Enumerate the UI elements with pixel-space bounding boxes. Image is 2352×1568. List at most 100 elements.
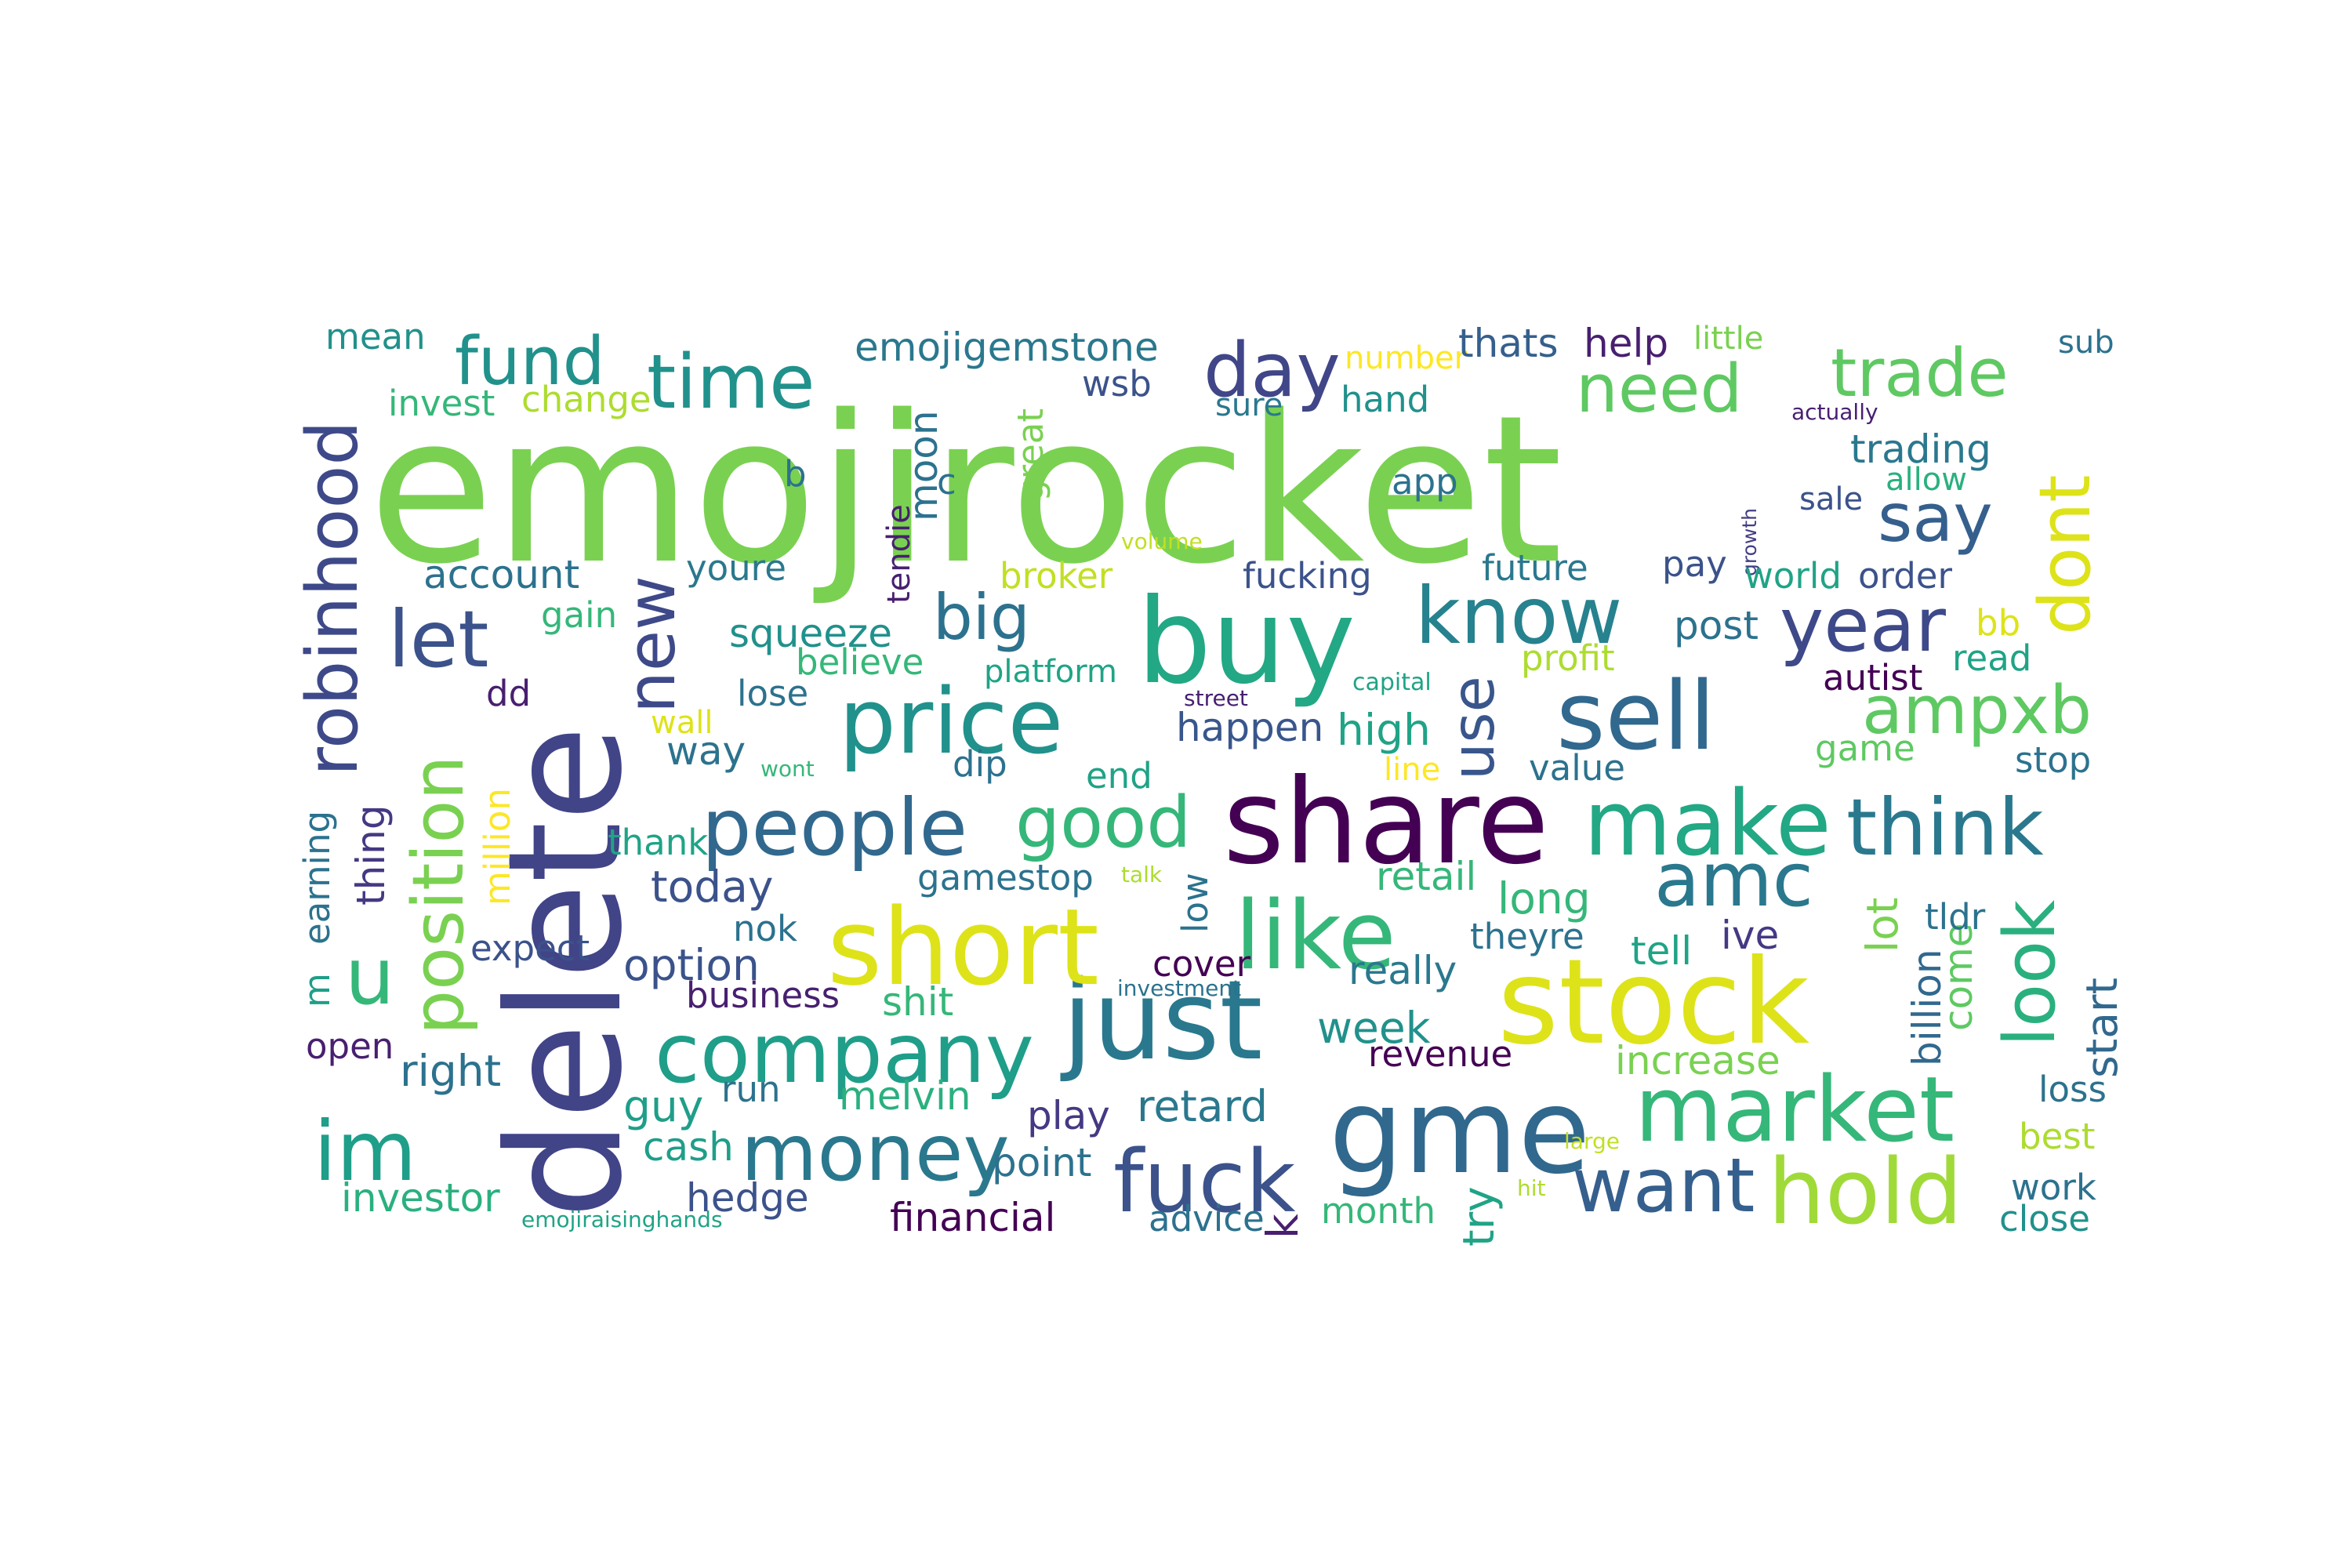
word-new: new [613,575,691,713]
word-b: b [784,453,807,495]
word-look: look [1989,900,2071,1047]
word-way: way [666,728,746,774]
word-line: line [1384,752,1440,788]
word-tldr: tldr [1925,896,1986,938]
word-autist: autist [1823,657,1922,699]
word-bb: bb [1976,602,2020,644]
word-game: game [1815,728,1915,769]
word-short: short [827,886,1099,1009]
word-end: end [1086,755,1152,797]
word-advice: advice [1149,1198,1265,1240]
word-just: just [1060,957,1262,1085]
word-melvin: melvin [839,1073,971,1119]
word-like: like [1235,882,1396,991]
word-shit: shit [882,979,953,1025]
word-c: c [937,461,956,503]
word-gain: gain [541,594,617,636]
word-work: work [2011,1167,2096,1208]
word-people: people [702,782,967,873]
word-business: business [686,975,840,1016]
word-week: week [1317,1003,1431,1053]
word-wont: wont [760,756,815,782]
word-today: today [651,862,773,912]
word-nok: nok [733,908,797,949]
word-tell: tell [1631,928,1692,974]
word-growth: growth [1738,508,1761,576]
word-say: say [1878,480,1993,557]
word-think: think [1846,782,2044,873]
word-financial: financial [890,1195,1055,1240]
word-dd: dd [486,673,531,714]
word-believe: believe [796,641,924,683]
word-emojirocket: emojirocket [368,372,1563,609]
word-im: im [314,1104,416,1200]
word-youre: youre [686,547,786,589]
word-market: market [1635,1058,1955,1163]
word-make: make [1584,771,1831,877]
word-try: try [1454,1186,1504,1247]
word-wsb: wsb [1082,363,1152,405]
word-money: money [741,1107,1010,1199]
word-expect: expect [470,927,590,969]
word-investment: investment [1117,975,1241,1001]
word-account: account [423,552,579,597]
word-gamestop: gamestop [917,857,1094,898]
word-close: close [1999,1198,2090,1240]
word-position: position [397,756,480,1035]
word-gme: gme [1329,1064,1591,1200]
word-want: want [1572,1143,1755,1229]
word-number: number [1345,340,1468,376]
word-option: option [623,940,760,990]
word-need: need [1576,350,1742,428]
word-increase: increase [1615,1038,1780,1083]
word-theyre: theyre [1470,916,1584,957]
word-earning: earning [296,811,338,945]
word-hedge: hedge [686,1175,809,1221]
word-thank: thank [608,822,708,863]
word-billion: billion [1904,949,1950,1066]
word-emojiraisinghands: emojiraisinghands [521,1207,723,1232]
word-start: start [2077,978,2127,1078]
word-play: play [1027,1093,1110,1138]
word-hand: hand [1341,379,1429,420]
word-dont: dont [2024,474,2107,635]
word-cover: cover [1152,943,1251,985]
word-order: order [1858,555,1952,597]
word-high: high [1337,705,1431,755]
word-street: street [1184,685,1248,711]
word-good: good [1015,782,1191,864]
word-u: u [345,931,394,1022]
word-know: know [1415,570,1622,662]
word-buy: buy [1137,574,1356,710]
word-delete: delete [474,725,657,1219]
word-loss: loss [2038,1069,2107,1110]
word-investor: investor [341,1175,500,1221]
word-best: best [2019,1116,2095,1157]
word-thats: thats [1458,321,1559,366]
word-volume: volume [1121,528,1203,554]
word-squeeze: squeeze [729,611,892,656]
word-price: price [839,670,1063,775]
word-lose: lose [737,673,808,714]
word-tendie: tendie [881,504,917,604]
word-change: change [521,379,652,420]
word-large: large [1564,1128,1620,1154]
word-cash: cash [643,1124,734,1170]
word-lot: lot [1857,898,1907,953]
word-little: little [1693,321,1763,357]
word-sub: sub [2058,325,2114,361]
word-open: open [306,1025,394,1067]
word-broker: broker [1000,555,1113,597]
word-actually: actually [1791,399,1878,425]
word-hold: hold [1768,1140,1962,1245]
word-use: use [1439,676,1508,780]
word-month: month [1321,1190,1436,1232]
word-million: million [477,788,518,906]
word-profit: profit [1521,637,1615,679]
word-sell: sell [1556,662,1715,771]
word-let: let [388,593,489,685]
word-guy: guy [623,1081,703,1131]
word-sure: sure [1215,387,1283,423]
word-fuck: fuck [1113,1131,1296,1232]
